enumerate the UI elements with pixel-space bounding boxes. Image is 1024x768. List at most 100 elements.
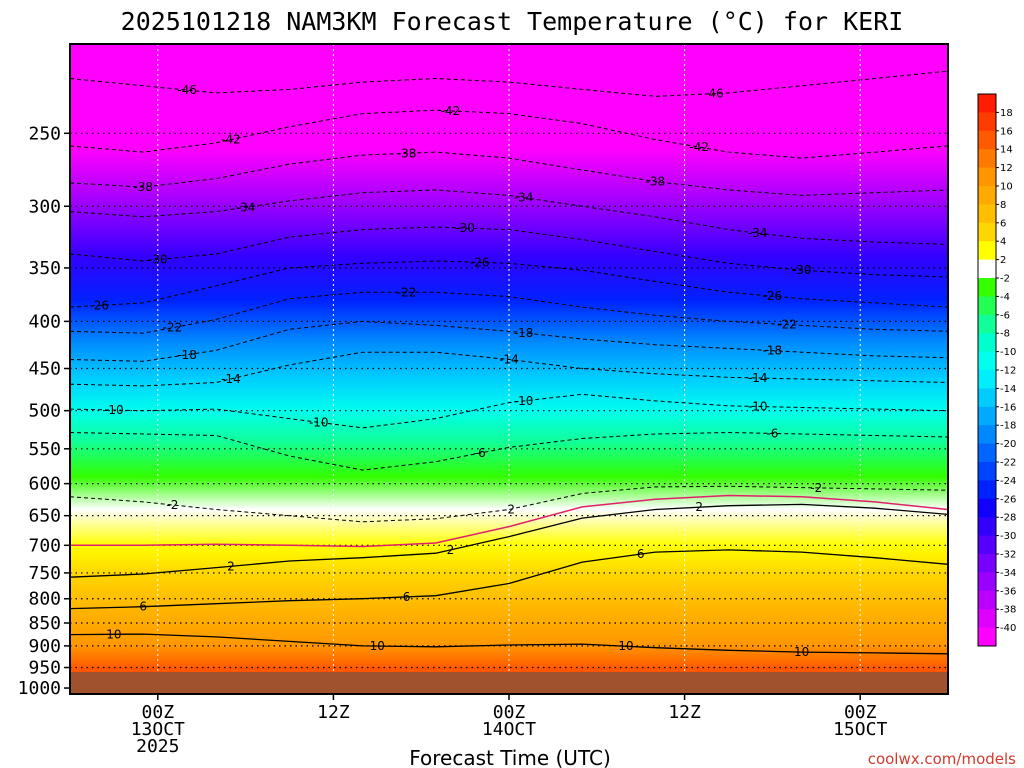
isotherm-label: -18 xyxy=(514,326,534,340)
colorbar-band xyxy=(978,296,996,316)
y-tick-label: 850 xyxy=(28,613,61,634)
grid-lines xyxy=(70,44,948,694)
isotherm-label: -14 xyxy=(221,372,241,386)
colorbar-tick-label: 18 xyxy=(1000,108,1013,119)
x-tick-label: 00Z xyxy=(844,702,877,723)
y-tick-label: 300 xyxy=(28,196,61,217)
colorbar-tick-label: -34 xyxy=(1000,568,1016,579)
colorbar-band xyxy=(978,186,996,205)
colorbar-tick-label: -16 xyxy=(1000,402,1016,413)
colorbar-band xyxy=(978,609,996,629)
colorbar-band xyxy=(978,406,996,426)
isotherm-line xyxy=(70,431,948,471)
isotherm-label: -30 xyxy=(792,263,812,277)
isotherm-label: -22 xyxy=(777,318,797,332)
isotherm-lines: -46 -46-42-42-42-38-38-38-34-34-34-30-30-… xyxy=(70,70,948,659)
colorbar-band xyxy=(978,498,996,518)
isotherm-label: -14 xyxy=(499,353,519,367)
isotherm-label: -34 xyxy=(236,200,256,214)
x-tick-label: 00Z xyxy=(142,702,175,723)
colorbar-band xyxy=(978,590,996,610)
x-tick-label: 2025 xyxy=(136,736,179,757)
isotherm-line xyxy=(70,549,948,610)
isotherm-line xyxy=(70,485,948,523)
isotherm-label: 2 xyxy=(227,559,235,573)
colorbar-tick-label: 14 xyxy=(1000,145,1013,156)
y-tick-label: 250 xyxy=(28,123,61,144)
colorbar-band xyxy=(978,259,996,279)
isotherm-line xyxy=(70,320,948,362)
isotherm-line xyxy=(70,109,948,159)
colorbar-tick-label: -8 xyxy=(1000,329,1010,340)
y-tick-label: 1000 xyxy=(18,678,61,699)
isotherm-line xyxy=(70,633,948,655)
isotherm-label: -2 xyxy=(166,498,178,512)
isotherm-label: -34 xyxy=(748,226,768,240)
isotherm-label: -46 xyxy=(177,83,197,97)
credit-text: coolwx.com/models xyxy=(868,750,1016,768)
colorbar-tick-label: -22 xyxy=(1000,458,1016,469)
isotherm-label: -26 xyxy=(763,289,783,303)
isotherm-line xyxy=(70,393,948,429)
colorbar-tick-label: -6 xyxy=(1000,310,1010,321)
colorbar-tick-label: -38 xyxy=(1000,605,1016,616)
isotherm-label: 10 xyxy=(794,645,809,659)
colorbar-tick-label: -32 xyxy=(1000,550,1016,561)
isotherm-label: -26 xyxy=(89,298,109,312)
isotherm-line xyxy=(70,70,948,97)
colorbar-tick-label: 4 xyxy=(1000,237,1006,248)
colorbar-band xyxy=(978,627,996,647)
isotherm-label: 10 xyxy=(106,627,121,641)
colorbar-band xyxy=(978,425,996,445)
isotherm-label: -10 xyxy=(104,403,124,417)
colorbar-band xyxy=(978,480,996,500)
colorbar-tick-label: -24 xyxy=(1000,476,1016,487)
isotherm-line xyxy=(70,151,948,196)
isotherm-label: -6 xyxy=(474,446,486,460)
y-tick-label: 350 xyxy=(28,258,61,279)
y-tick-label: 700 xyxy=(28,535,61,556)
colorbar-band xyxy=(978,388,996,408)
x-tick-label: 12Z xyxy=(668,702,701,723)
colorbar-tick-label: -20 xyxy=(1000,439,1016,450)
colorbar-band xyxy=(978,167,996,187)
colorbar-tick-label: 10 xyxy=(1000,182,1013,193)
colorbar-band xyxy=(978,314,996,334)
colorbar-tick-label: 8 xyxy=(1000,200,1006,211)
x-axis-label: Forecast Time (UTC) xyxy=(409,746,611,768)
colorbar-tick-label: 12 xyxy=(1000,163,1013,174)
y-tick-label: 650 xyxy=(28,506,61,527)
isotherm-label: 2 xyxy=(695,500,703,514)
isotherm-label: -2 xyxy=(810,481,822,495)
x-tick-label: 13OCT xyxy=(131,719,185,740)
isotherm-label: -42 xyxy=(221,133,241,147)
isotherm-line xyxy=(70,189,948,245)
colorbar-tick-label: -28 xyxy=(1000,513,1016,524)
colorbar-band xyxy=(978,130,996,150)
isotherm-label: -30 xyxy=(455,221,475,235)
colorbar-band xyxy=(978,462,996,481)
isotherm-line xyxy=(70,291,948,334)
colorbar-tick-label: -30 xyxy=(1000,531,1016,542)
ground-layer xyxy=(70,672,948,694)
colorbar-tick-label: -2 xyxy=(1000,274,1010,285)
y-tick-label: 550 xyxy=(28,439,61,460)
isotherm-label: -30 xyxy=(148,253,168,267)
isotherm-line xyxy=(70,351,948,387)
y-tick-label: 400 xyxy=(28,311,61,332)
colorbar-tick-label: -10 xyxy=(1000,347,1016,358)
isotherm-label: -38 xyxy=(133,180,153,194)
x-tick-label: 15OCT xyxy=(833,719,887,740)
isotherm-label: 6 xyxy=(403,590,411,604)
chart-title: 2025101218 NAM3KM Forecast Temperature (… xyxy=(121,7,904,36)
colorbar-band xyxy=(978,278,996,297)
colorbar-band xyxy=(978,535,996,555)
colorbar-tick-label: -40 xyxy=(1000,623,1016,634)
x-tick-label: 12Z xyxy=(317,702,350,723)
isotherm-label: 6 xyxy=(637,547,645,561)
isotherm-line xyxy=(70,503,948,578)
x-tick-label: 00Z xyxy=(493,702,526,723)
colorbar-band xyxy=(978,149,996,169)
colorbar-tick-label: 16 xyxy=(1000,126,1013,137)
